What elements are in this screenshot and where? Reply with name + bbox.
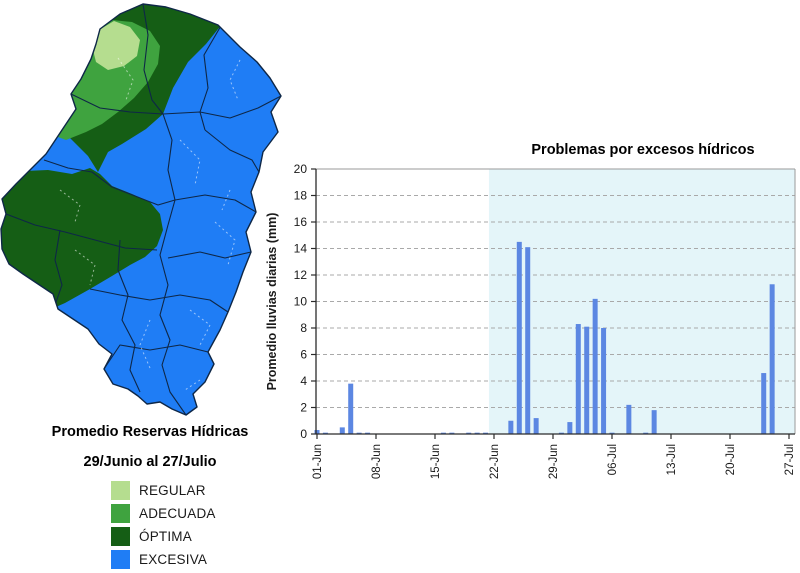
bar-03-Jul [584,326,590,434]
bar-17-Jun [449,432,455,434]
map-svg [0,3,282,416]
map-panel: Promedio Reservas Hídricas 29/Junio al 2… [0,0,300,573]
bar-04-Jul [592,298,598,434]
map-dashed-lines [59,57,241,391]
bar-21-Jun [483,432,489,434]
legend-label: REGULAR [139,483,206,498]
bar-24-Jul [761,373,767,434]
x-tick-label: 01-Jun [312,444,324,479]
legend-item-óptima: ÓPTIMA [111,527,216,546]
y-axis-label: Promedio lluvias diarias (mm) [265,213,279,391]
x-tick-label: 13-Jul [666,444,678,475]
y-tick-label: 16 [294,215,308,229]
y-tick-label: 14 [294,242,308,256]
y-tick-label: 4 [300,374,307,388]
bar-11-Jul [651,410,657,434]
legend-item-adecuada: ADECUADA [111,504,216,523]
map-subtitle: 29/Junio al 27/Julio [83,454,217,470]
legend-label: ÓPTIMA [139,529,192,544]
legend-swatch [111,550,130,569]
y-tick-label: 18 [294,189,308,203]
x-tick-label: 27-Jul [784,444,796,475]
bar-25-Jul [769,284,775,434]
y-tick-label: 8 [300,321,307,335]
map-legend: REGULAR ADECUADA ÓPTIMA EXCESIVA [111,481,216,569]
bar-02-Jun [322,432,328,434]
bar-24-Jun [508,420,514,434]
y-tick-label: 12 [294,268,308,282]
x-tick-label: 22-Jun [489,444,501,479]
province-outline [0,3,282,416]
map-title: Promedio Reservas Hídricas [51,424,249,440]
y-tick-label: 10 [294,295,308,309]
bar-02-Jul [575,324,581,434]
rainfall-bar-chart: 0 2 4 6 8 10 12 14 16 18 20 01-Jun 08-Jun 15-Jun 22-Ju… [265,142,796,479]
x-tick-label: 29-Jun [548,444,560,479]
bar-05-Jul [601,328,607,434]
legend-swatch [111,527,130,546]
bar-01-Jun [314,430,320,434]
legend-item-regular: REGULAR [111,481,216,500]
bar-04-Jun [339,427,345,434]
bar-25-Jun [516,241,522,434]
bar-20-Jun [474,432,480,434]
map-region-optima-blob [1,168,163,314]
legend-swatch [111,481,130,500]
bar-06-Jun [356,432,362,434]
bar-05-Jun [348,383,354,434]
bar-08-Jul [626,404,632,434]
legend-swatch [111,504,130,523]
bar-16-Jun [440,432,446,434]
department-borders [5,4,281,415]
x-tick-label: 15-Jun [430,444,442,479]
bar-07-Jun [365,432,371,434]
legend-label: ADECUADA [139,506,216,521]
x-tick-label: 06-Jul [607,444,619,475]
y-tick-label: 6 [300,348,307,362]
legend-item-excesiva: EXCESIVA [111,550,216,569]
x-tick-label: 20-Jul [725,444,737,475]
chart-panel: 0 2 4 6 8 10 12 14 16 18 20 01-Jun 08-Jun 15-Jun 22-Ju… [260,130,800,530]
x-tick-label: 08-Jun [371,444,383,479]
legend-label: EXCESIVA [139,552,208,567]
bar-19-Jun [466,432,472,434]
bar-10-Jul [643,432,649,434]
bar-30-Jun [558,432,564,434]
chart-title: Problemas por excesos hídricos [531,142,754,158]
y-tick-label: 20 [294,162,308,176]
y-tick-label: 0 [300,427,307,441]
bar-26-Jun [525,247,531,434]
y-tick-label: 2 [300,401,307,415]
bar-01-Jul [567,422,573,434]
bar-27-Jun [533,418,539,434]
bar-06-Jul [609,432,615,434]
map-region-regular [92,21,140,70]
